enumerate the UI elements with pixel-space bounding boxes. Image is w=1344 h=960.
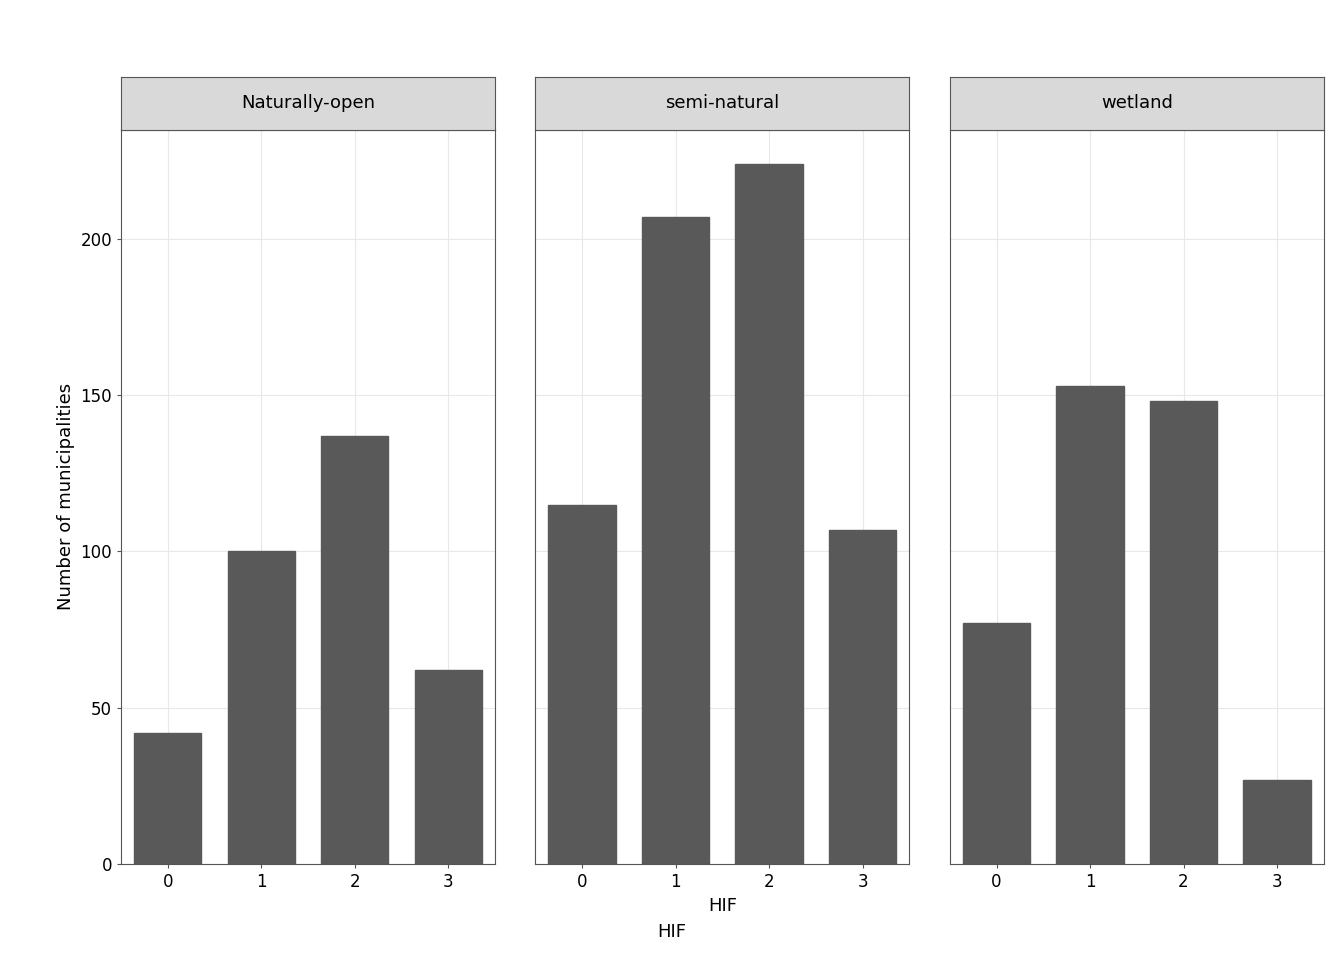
X-axis label: HIF: HIF [708, 897, 737, 915]
Bar [1056, 386, 1124, 864]
Text: wetland: wetland [1101, 94, 1173, 112]
Text: Naturally-open: Naturally-open [241, 94, 375, 112]
Y-axis label: Number of municipalities: Number of municipalities [56, 383, 75, 611]
Bar [962, 623, 1031, 864]
Bar [134, 732, 202, 864]
Bar [642, 217, 710, 864]
Bar [321, 436, 388, 864]
Bar [1243, 780, 1310, 864]
Bar [227, 551, 294, 864]
Text: HIF: HIF [657, 923, 687, 941]
Bar [548, 505, 616, 864]
Text: semi-natural: semi-natural [665, 94, 780, 112]
Bar [414, 670, 482, 864]
Bar [735, 164, 802, 864]
Bar [829, 530, 896, 864]
Bar [1150, 401, 1218, 864]
